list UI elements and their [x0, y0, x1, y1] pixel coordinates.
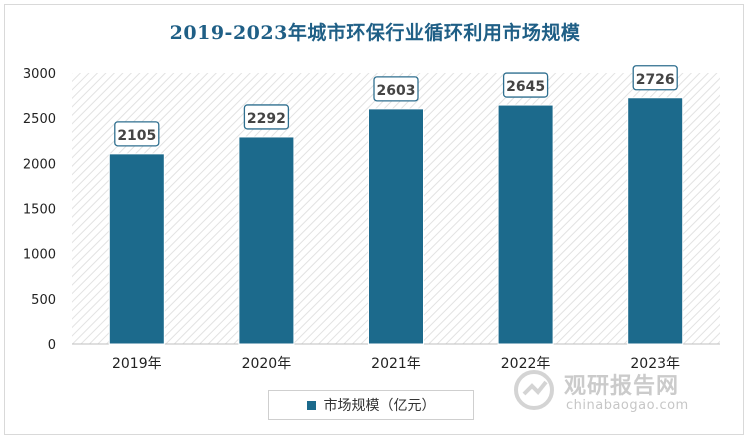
x-tick-label: 2021年	[371, 356, 421, 372]
y-tick-label: 2000	[23, 157, 56, 172]
data-label-box	[502, 72, 549, 98]
data-label-box	[243, 104, 290, 130]
data-label: 2292	[247, 111, 286, 127]
bar	[238, 136, 295, 345]
bar	[497, 104, 554, 345]
legend-swatch	[306, 400, 316, 410]
data-label: 2603	[377, 83, 416, 99]
y-tick-label: 500	[31, 293, 56, 308]
watermark: 观研报告网 chinabaogao.com	[512, 366, 712, 416]
legend: 市场规模（亿元）	[268, 390, 474, 420]
x-tick-label: 2023年	[630, 356, 680, 372]
y-tick-label: 2500	[23, 112, 56, 127]
bar	[627, 97, 684, 345]
x-tick-label: 2020年	[242, 356, 292, 372]
y-tick-label: 1500	[23, 203, 56, 218]
legend-label: 市场规模（亿元）	[323, 398, 436, 414]
bar	[368, 108, 424, 345]
watermark-url: chinabaogao.com	[566, 398, 689, 413]
data-label-box	[114, 121, 160, 147]
x-tick-label: 2022年	[501, 356, 551, 372]
x-tick-label: 2019年	[112, 356, 162, 372]
y-tick-label: 1000	[23, 248, 56, 263]
data-label-box	[373, 76, 419, 102]
watermark-name: 观研报告网	[564, 374, 680, 399]
watermark-logo-icon	[514, 370, 554, 410]
y-tick-label: 3000	[23, 67, 56, 82]
data-label: 2726	[636, 72, 675, 88]
bar	[108, 153, 165, 345]
data-label: 2645	[506, 79, 545, 95]
data-label-box	[632, 65, 678, 91]
y-tick-label: 0	[48, 338, 56, 353]
chart-title: 2019-2023年城市环保行业循环利用市场规模	[169, 22, 581, 44]
data-label: 2105	[117, 128, 156, 144]
